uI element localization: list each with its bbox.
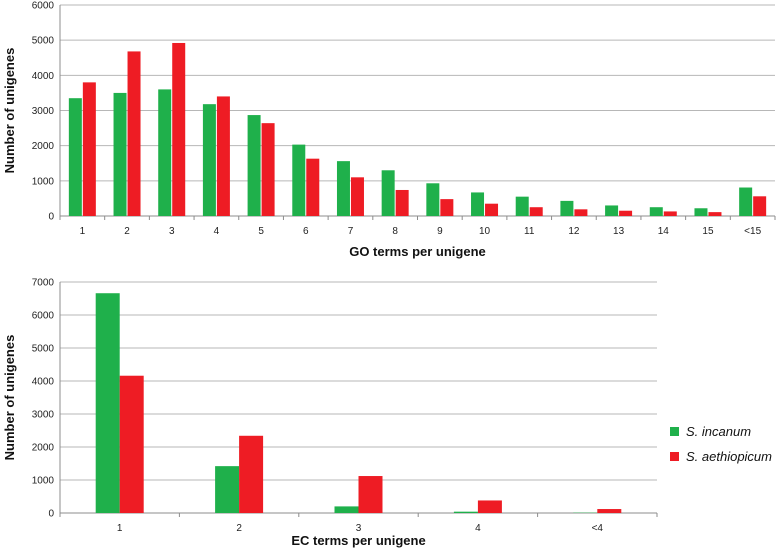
ec-y-tick-label: 2000 xyxy=(32,443,55,454)
go-x-tick-label: 1 xyxy=(80,226,86,237)
legend: S. incanum S. aethiopicum xyxy=(670,424,772,464)
go-y-tick-label: 1000 xyxy=(32,176,55,187)
ec-bar-s-incanum xyxy=(215,466,240,513)
go-y-tick-label: 5000 xyxy=(32,36,55,47)
go-x-tick-label: 8 xyxy=(392,226,398,237)
ec-bar-s-incanum xyxy=(453,511,478,513)
go-bar-s-aethiopicum xyxy=(574,209,588,216)
legend-label-s-incanum: S. incanum xyxy=(686,424,751,439)
go-y-tick-label: 4000 xyxy=(32,71,55,82)
go-bar-s-aethiopicum xyxy=(172,42,186,217)
go-bar-s-incanum xyxy=(560,200,574,216)
go-bar-s-aethiopicum xyxy=(440,199,454,216)
go-bar-s-aethiopicum xyxy=(306,158,320,216)
ec-x-tick-label: 1 xyxy=(117,523,123,534)
ec-x-axis-title: EC terms per unigene xyxy=(291,533,425,548)
go-x-tick-label: 6 xyxy=(303,226,309,237)
legend-swatch-s-incanum xyxy=(670,427,679,436)
go-bar-s-aethiopicum xyxy=(82,82,96,216)
ec-x-tick-label: 3 xyxy=(356,523,362,534)
go-bar-s-incanum xyxy=(739,187,753,216)
go-bar-s-incanum xyxy=(292,144,306,216)
ec-bar-s-aethiopicum xyxy=(358,476,383,513)
go-y-tick-label: 2000 xyxy=(32,141,55,152)
go-bar-s-aethiopicum xyxy=(216,96,230,216)
go-x-tick-label: 15 xyxy=(702,226,714,237)
go-bar-s-aethiopicum xyxy=(529,207,543,216)
go-bar-s-aethiopicum xyxy=(395,189,409,216)
go-x-tick-label: <15 xyxy=(744,226,761,237)
go-bar-s-aethiopicum xyxy=(708,212,722,216)
go-bar-s-incanum xyxy=(247,115,261,216)
go-bar-s-aethiopicum xyxy=(261,123,275,216)
go-bar-s-incanum xyxy=(426,183,440,216)
go-x-tick-label: 4 xyxy=(214,226,220,237)
legend-label-s-aethiopicum: S. aethiopicum xyxy=(686,449,772,464)
go-bar-s-incanum xyxy=(336,161,350,216)
go-y-tick-label: 6000 xyxy=(32,1,55,12)
go-bar-s-aethiopicum xyxy=(663,211,677,216)
go-x-tick-label: 9 xyxy=(437,226,443,237)
go-x-tick-label: 12 xyxy=(568,226,580,237)
ec-terms-chart: 0 1000 2000 3000 4000 5000 6000 7000 1 2 3 4 <4 EC te… xyxy=(2,278,658,548)
go-x-tick-label: 13 xyxy=(613,226,625,237)
ec-y-tick-label: 6000 xyxy=(32,311,55,322)
ec-bar-s-incanum xyxy=(95,293,120,513)
ec-y-tick-label: 1000 xyxy=(32,476,55,487)
go-bar-s-aethiopicum xyxy=(619,210,633,216)
go-y-tick-label: 3000 xyxy=(32,106,55,117)
go-bar-s-incanum xyxy=(471,192,485,216)
ec-y-tick-label: 7000 xyxy=(32,278,55,289)
go-x-tick-label: 14 xyxy=(658,226,670,237)
ec-x-tick-label: 4 xyxy=(475,523,481,534)
go-x-axis-title: GO terms per unigene xyxy=(349,244,486,259)
ec-x-tick-label: <4 xyxy=(592,523,604,534)
go-bar-s-incanum xyxy=(515,196,529,216)
ec-bar-s-aethiopicum xyxy=(119,375,144,513)
go-bar-s-aethiopicum xyxy=(127,51,141,216)
go-bar-s-incanum xyxy=(605,205,619,216)
go-x-tick-label: 11 xyxy=(524,226,535,237)
go-x-tick-label: 2 xyxy=(124,226,130,237)
go-bar-s-aethiopicum xyxy=(753,196,767,216)
ec-y-tick-label: 5000 xyxy=(32,344,55,355)
go-bar-s-incanum xyxy=(158,89,172,216)
ec-x-tick-label: 2 xyxy=(236,523,242,534)
ec-bar-s-aethiopicum xyxy=(597,509,622,513)
ec-y-tick-label: 3000 xyxy=(32,410,55,421)
go-x-tick-label: 7 xyxy=(348,226,354,237)
go-bar-s-aethiopicum xyxy=(485,203,499,216)
ec-bar-s-aethiopicum xyxy=(477,500,502,513)
go-y-axis-title: Number of unigenes xyxy=(2,48,17,174)
go-x-tick-label: 3 xyxy=(169,226,175,237)
go-bar-s-incanum xyxy=(113,92,127,216)
ec-bar-s-incanum xyxy=(334,506,359,513)
ec-bar-s-aethiopicum xyxy=(239,435,264,513)
go-bar-s-incanum xyxy=(202,104,216,216)
go-bar-s-incanum xyxy=(649,207,663,216)
go-bar-s-incanum xyxy=(694,208,708,216)
go-bar-s-incanum xyxy=(68,98,82,216)
go-y-tick-label: 0 xyxy=(48,212,54,223)
ec-y-tick-label: 0 xyxy=(48,509,54,520)
go-bar-s-aethiopicum xyxy=(350,177,364,216)
go-x-tick-label: 10 xyxy=(479,226,491,237)
go-x-tick-label: 5 xyxy=(258,226,264,237)
legend-swatch-s-aethiopicum xyxy=(670,452,679,461)
ec-y-tick-label: 4000 xyxy=(32,377,55,388)
ec-y-axis-title: Number of unigenes xyxy=(2,335,17,461)
go-bar-s-incanum xyxy=(381,170,395,216)
